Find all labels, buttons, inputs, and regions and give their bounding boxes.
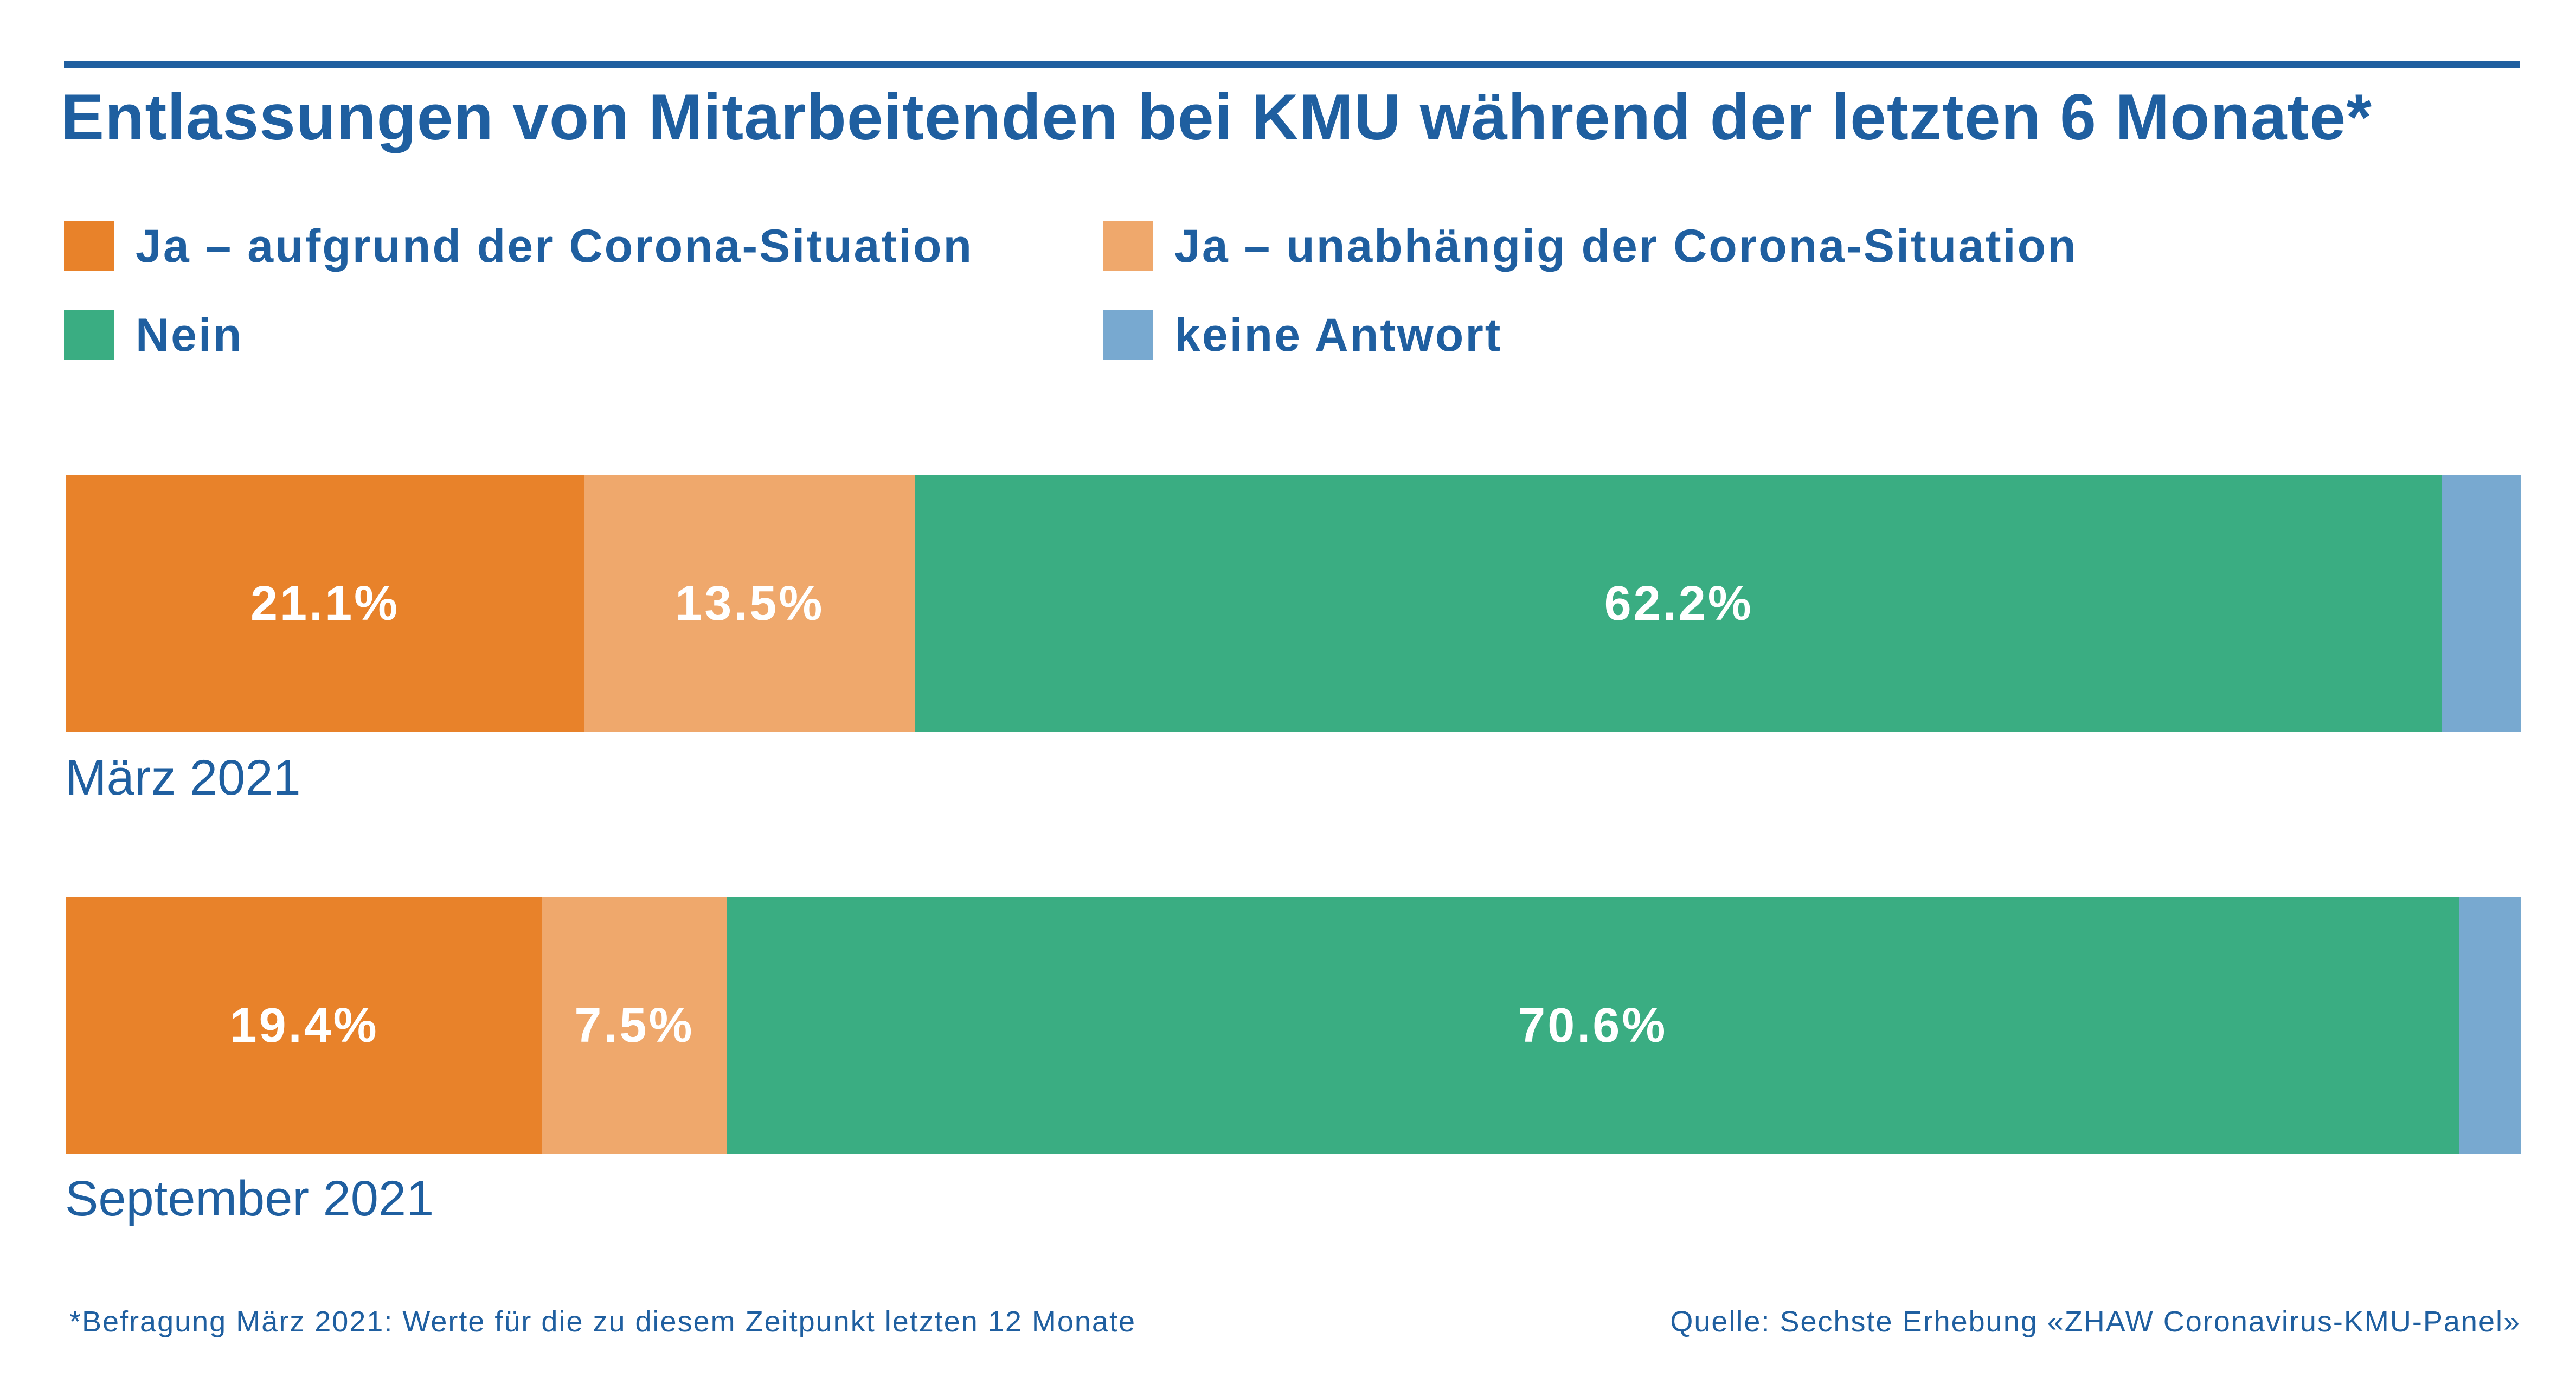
bar-segment-keine-antwort <box>2459 897 2521 1154</box>
source-note: Quelle: Sechste Erhebung «ZHAW Coronavir… <box>1670 1305 2521 1338</box>
bar-segment-keine-antwort <box>2442 475 2521 732</box>
data-label-unabhaengig: 7.5% <box>574 998 695 1053</box>
legend-label-keine-antwort: keine Antwort <box>1174 309 1502 361</box>
legend-swatch-corona <box>64 221 114 271</box>
legend-item-nein: Nein <box>64 309 243 361</box>
bar-segment-corona: 19.4% <box>66 897 543 1154</box>
bar-segment-nein: 62.2% <box>915 475 2443 732</box>
chart-title: Entlassungen von Mitarbeitenden bei KMU … <box>61 81 2372 153</box>
legend-label-unabhaengig: Ja – unabhängig der Corona-Situation <box>1174 220 2078 272</box>
top-rule <box>64 61 2520 68</box>
bar-row-september-2021: 19.4% 7.5% 70.6% <box>66 897 2521 1154</box>
legend-label-nein: Nein <box>136 309 243 361</box>
data-label-nein: 62.2% <box>1604 576 1753 631</box>
bar-segment-unabhaengig: 13.5% <box>584 475 916 732</box>
bar-segment-nein: 70.6% <box>726 897 2459 1154</box>
data-label-nein: 70.6% <box>1518 998 1668 1053</box>
bar-row-maerz-2021: 21.1% 13.5% 62.2% <box>66 475 2521 732</box>
legend-swatch-nein <box>64 310 114 360</box>
data-label-corona: 19.4% <box>229 998 379 1053</box>
legend-label-corona: Ja – aufgrund der Corona-Situation <box>136 220 973 272</box>
bar-segment-unabhaengig: 7.5% <box>542 897 727 1154</box>
legend-item-keine-antwort: keine Antwort <box>1103 309 1502 361</box>
legend-item-unabhaengig: Ja – unabhängig der Corona-Situation <box>1103 220 2078 272</box>
footnote: *Befragung März 2021: Werte für die zu d… <box>69 1305 1136 1338</box>
data-label-unabhaengig: 13.5% <box>675 576 825 631</box>
data-label-corona: 21.1% <box>250 576 400 631</box>
legend-swatch-unabhaengig <box>1103 221 1153 271</box>
row-label-maerz-2021: März 2021 <box>65 750 301 805</box>
legend-item-corona: Ja – aufgrund der Corona-Situation <box>64 220 973 272</box>
bar-segment-corona: 21.1% <box>66 475 584 732</box>
row-label-september-2021: September 2021 <box>65 1171 434 1226</box>
legend-swatch-keine-antwort <box>1103 310 1153 360</box>
